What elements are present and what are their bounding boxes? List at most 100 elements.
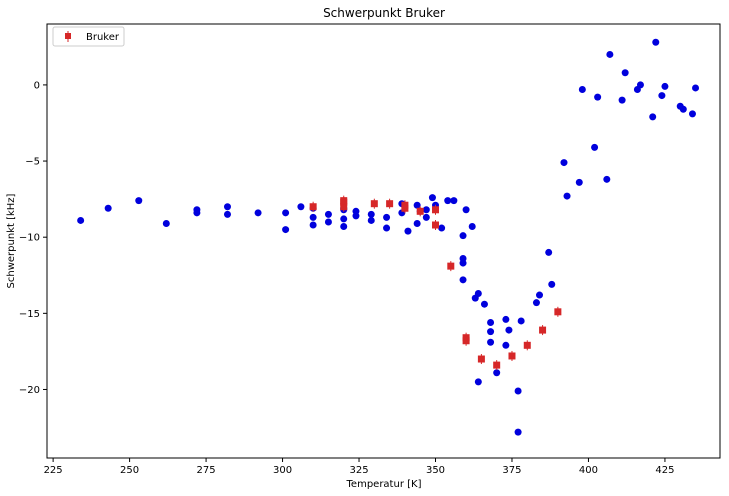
scatter-point bbox=[450, 197, 458, 205]
scatter-point bbox=[413, 219, 421, 227]
y-tick-label: −20 bbox=[19, 385, 40, 396]
scatter-point bbox=[413, 201, 421, 209]
chart-title: Schwerpunkt Bruker bbox=[323, 6, 445, 20]
scatter-point bbox=[367, 210, 375, 218]
legend-box bbox=[52, 26, 125, 47]
scatter-point bbox=[474, 290, 482, 298]
scatter-point bbox=[309, 221, 317, 229]
y-tick-label: −5 bbox=[25, 157, 40, 168]
scatter-point bbox=[502, 315, 510, 323]
scatter-point bbox=[297, 203, 305, 211]
scatter-point bbox=[474, 378, 482, 386]
scatter-point bbox=[282, 226, 290, 234]
y-axis-label: Schwerpunkt [kHz] bbox=[6, 193, 17, 288]
scatter-point bbox=[193, 206, 201, 214]
scatter-point bbox=[462, 206, 470, 214]
bruker-point bbox=[447, 262, 455, 270]
bruker-point bbox=[477, 355, 485, 363]
plot-area bbox=[46, 23, 721, 459]
bruker-point bbox=[370, 200, 378, 208]
x-tick-label: 325 bbox=[349, 465, 368, 476]
scatter-point bbox=[502, 341, 510, 349]
x-tick-label: 275 bbox=[197, 465, 216, 476]
scatter-point bbox=[487, 328, 495, 336]
scatter-point bbox=[352, 207, 360, 215]
data-points bbox=[77, 38, 700, 436]
scatter-point bbox=[603, 175, 611, 183]
scatter-point bbox=[545, 248, 553, 256]
scatter-point bbox=[649, 113, 657, 121]
scatter-point bbox=[422, 206, 430, 214]
scatter-point bbox=[438, 224, 446, 232]
scatter-point bbox=[422, 213, 430, 221]
x-tick-label: 300 bbox=[273, 465, 292, 476]
scatter-point bbox=[688, 110, 696, 118]
bruker-point bbox=[401, 204, 409, 212]
scatter-point bbox=[324, 210, 332, 218]
scatter-point bbox=[367, 216, 375, 224]
scatter-point bbox=[575, 178, 583, 186]
scatter-point bbox=[254, 209, 262, 217]
scatter-point bbox=[505, 326, 513, 334]
scatter-point bbox=[468, 223, 476, 231]
bruker-point bbox=[309, 203, 317, 211]
scatter-point bbox=[487, 318, 495, 326]
bruker-point bbox=[340, 203, 348, 211]
scatter-point bbox=[309, 213, 317, 221]
scatter-point bbox=[652, 38, 660, 46]
legend-marker bbox=[65, 33, 71, 39]
scatter-point bbox=[324, 218, 332, 226]
x-tick-label: 225 bbox=[44, 465, 63, 476]
y-axis: 0 −5 −10 −15 −20 bbox=[19, 80, 47, 396]
bruker-point bbox=[432, 221, 440, 229]
bruker-point bbox=[508, 352, 516, 360]
scatter-point bbox=[223, 203, 231, 211]
bruker-point bbox=[523, 341, 531, 349]
x-tick-label: 400 bbox=[579, 465, 598, 476]
scatter-point bbox=[480, 300, 488, 308]
scatter-point bbox=[487, 338, 495, 346]
scatter-point bbox=[536, 291, 544, 299]
x-tick-label: 375 bbox=[502, 465, 521, 476]
bruker-point bbox=[462, 337, 470, 345]
scatter-point bbox=[282, 209, 290, 217]
scatter-point bbox=[517, 317, 525, 325]
scatter-point bbox=[618, 96, 626, 104]
scatter-point bbox=[223, 210, 231, 218]
scatter-point bbox=[548, 280, 556, 288]
scatter-point bbox=[340, 223, 348, 231]
scatter-point bbox=[162, 219, 170, 227]
scatter-point bbox=[658, 92, 666, 100]
scatter-point bbox=[679, 105, 687, 113]
scatter-point bbox=[594, 93, 602, 101]
scatter-point bbox=[636, 81, 644, 89]
scatter-point bbox=[383, 213, 391, 221]
scatter-point bbox=[459, 276, 467, 284]
scatter-point bbox=[493, 369, 501, 377]
x-tick-label: 350 bbox=[426, 465, 445, 476]
scatter-point bbox=[578, 85, 586, 93]
bruker-point bbox=[493, 361, 501, 369]
scatter-point bbox=[428, 194, 436, 202]
scatter-point bbox=[459, 232, 467, 240]
x-tick-label: 425 bbox=[655, 465, 674, 476]
scatter-point bbox=[404, 227, 412, 235]
scatter-point bbox=[135, 197, 143, 205]
scatter-point bbox=[514, 428, 522, 436]
legend: Bruker bbox=[52, 26, 125, 47]
bruker-point bbox=[340, 197, 348, 205]
scatter-point bbox=[514, 387, 522, 395]
scatter-point bbox=[563, 192, 571, 200]
x-axis-label: Temperatur [K] bbox=[346, 479, 422, 490]
scatter-point bbox=[621, 69, 629, 77]
bruker-point bbox=[432, 206, 440, 214]
bruker-point bbox=[554, 308, 562, 316]
scatter-point bbox=[444, 197, 452, 205]
x-tick-label: 250 bbox=[120, 465, 139, 476]
bruker-point bbox=[386, 200, 394, 208]
scatter-point bbox=[606, 50, 614, 58]
legend-label: Bruker bbox=[86, 32, 120, 43]
bruker-point bbox=[416, 207, 424, 215]
scatter-point bbox=[459, 259, 467, 267]
